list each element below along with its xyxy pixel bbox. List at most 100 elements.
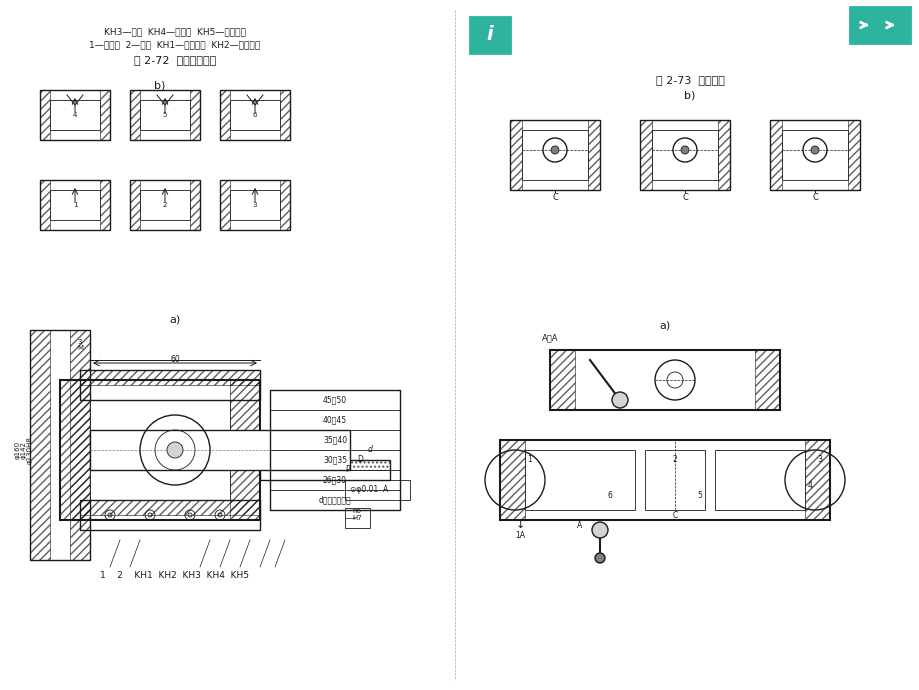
Bar: [230, 190, 279, 220]
Text: 5: 5: [163, 112, 167, 118]
Text: P: P: [346, 466, 350, 475]
Text: 3: 3: [78, 339, 82, 345]
Text: 60: 60: [170, 355, 180, 364]
Bar: [40, 180, 110, 230]
Bar: [140, 100, 190, 130]
Bar: [60, 380, 260, 520]
Bar: [652, 130, 717, 180]
Bar: [70, 330, 90, 560]
Text: 6: 6: [253, 112, 257, 118]
Text: φ160: φ160: [15, 441, 21, 459]
Circle shape: [611, 392, 628, 408]
Text: ⊙φ0.01  A: ⊙φ0.01 A: [349, 486, 388, 495]
Text: b): b): [154, 80, 165, 90]
Bar: [260, 460, 390, 470]
Text: 1: 1: [73, 202, 77, 208]
Bar: [470, 17, 509, 53]
Bar: [80, 500, 260, 515]
Text: φ142: φ142: [21, 441, 27, 459]
Bar: [499, 440, 829, 520]
Bar: [640, 120, 652, 190]
Bar: [550, 350, 574, 410]
Text: 40～45: 40～45: [323, 415, 346, 424]
Text: d（尺寸分组）: d（尺寸分组）: [318, 495, 351, 504]
Bar: [40, 90, 110, 140]
Text: 6: 6: [607, 491, 612, 500]
Bar: [769, 120, 781, 190]
Text: C: C: [811, 193, 817, 202]
Bar: [100, 180, 110, 230]
Bar: [220, 90, 230, 140]
Text: 图 2-72  成组车床夹具: 图 2-72 成组车床夹具: [134, 55, 216, 65]
Bar: [80, 370, 260, 400]
Bar: [220, 180, 230, 230]
Bar: [100, 90, 110, 140]
Text: a): a): [169, 315, 180, 325]
Text: 26～30: 26～30: [323, 475, 346, 484]
Bar: [269, 390, 400, 510]
Text: C: C: [681, 193, 687, 202]
Text: i: i: [486, 26, 493, 44]
Text: A: A: [577, 520, 582, 529]
Bar: [587, 120, 599, 190]
Bar: [279, 180, 289, 230]
Text: 30～35: 30～35: [323, 455, 346, 464]
Text: KH3—顶环  KH4—定位环  KH5—弹簧座套: KH3—顶环 KH4—定位环 KH5—弹簧座套: [104, 28, 245, 37]
Text: 1    2    KH1  KH2  KH3  KH4  KH5: 1 2 KH1 KH2 KH3 KH4 KH5: [100, 571, 249, 580]
Text: 3: 3: [817, 455, 822, 464]
Circle shape: [811, 146, 818, 154]
Bar: [640, 120, 729, 190]
Bar: [130, 180, 199, 230]
Bar: [90, 400, 230, 500]
Bar: [30, 330, 90, 560]
Bar: [550, 350, 779, 410]
Bar: [190, 180, 199, 230]
Bar: [130, 90, 199, 140]
Text: 4: 4: [807, 480, 811, 489]
Text: φ130H8: φ130H8: [27, 436, 33, 464]
Bar: [260, 460, 390, 480]
Bar: [50, 190, 100, 220]
Text: 图 2-73  成组钻模: 图 2-73 成组钻模: [655, 75, 723, 85]
Bar: [40, 90, 50, 140]
Text: 5: 5: [697, 491, 702, 500]
Text: C: C: [551, 193, 557, 202]
Bar: [30, 330, 50, 560]
Bar: [525, 450, 634, 510]
Bar: [521, 130, 587, 180]
Bar: [754, 350, 779, 410]
Text: 2: 2: [163, 202, 167, 208]
Bar: [50, 100, 100, 130]
Bar: [190, 90, 199, 140]
Text: H7: H7: [352, 515, 361, 521]
Circle shape: [680, 146, 688, 154]
Text: b): b): [684, 90, 695, 100]
Bar: [345, 508, 369, 528]
Bar: [644, 450, 704, 510]
Text: 45～50: 45～50: [323, 395, 346, 404]
Text: 4: 4: [73, 112, 77, 118]
Bar: [90, 430, 349, 470]
Bar: [509, 120, 521, 190]
Bar: [130, 90, 140, 140]
Text: 2: 2: [672, 455, 676, 464]
Circle shape: [167, 442, 183, 458]
Text: 3: 3: [253, 202, 257, 208]
Bar: [60, 380, 90, 520]
Text: D: D: [357, 455, 362, 464]
Circle shape: [591, 522, 607, 538]
Text: 1: 1: [528, 455, 532, 464]
Text: ↓: ↓: [515, 520, 524, 530]
Bar: [781, 130, 847, 180]
Text: A－A: A－A: [541, 333, 558, 342]
Text: a): a): [659, 320, 670, 330]
Bar: [220, 180, 289, 230]
Bar: [40, 180, 50, 230]
Text: M: M: [77, 345, 83, 351]
Bar: [714, 450, 804, 510]
Bar: [279, 90, 289, 140]
Bar: [769, 120, 859, 190]
Bar: [230, 380, 260, 520]
Bar: [80, 500, 260, 530]
Text: d: d: [368, 446, 372, 455]
